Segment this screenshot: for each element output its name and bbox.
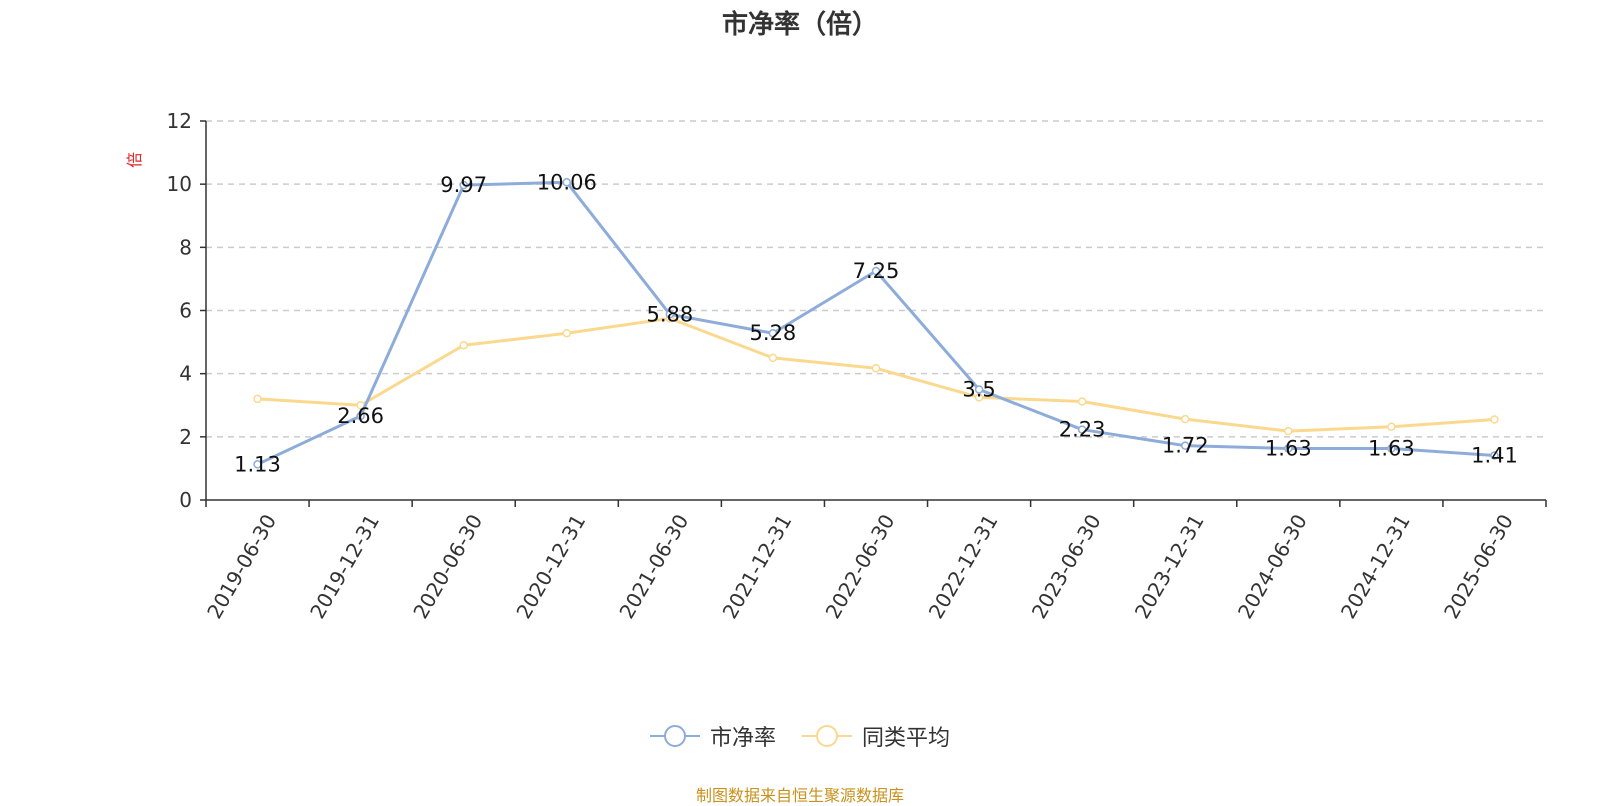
data-point[interactable]: [768, 353, 778, 363]
data-label: 1.63: [1265, 437, 1312, 461]
series-lines: [253, 178, 1499, 469]
x-tick-label: 2025-06-30: [1439, 510, 1518, 623]
data-point[interactable]: [871, 266, 881, 276]
legend-item-peer-average[interactable]: 同类平均: [802, 720, 950, 752]
data-point[interactable]: [253, 460, 262, 469]
x-tick-label: 2023-12-31: [1130, 510, 1209, 623]
data-label: 9.97: [440, 173, 487, 197]
data-label: 2.23: [1059, 418, 1106, 442]
y-tick-label: 8: [179, 235, 192, 259]
x-tick-label: 2020-06-30: [408, 510, 487, 623]
data-point[interactable]: [1284, 426, 1293, 436]
legend-label: 同类平均: [862, 726, 951, 751]
x-tick-label: 2019-06-30: [202, 510, 281, 623]
y-tick-label: 0: [179, 488, 192, 512]
data-point[interactable]: [871, 364, 881, 373]
data-point[interactable]: [1387, 422, 1396, 431]
y-tick-label: 6: [179, 299, 192, 323]
x-tick-label: 2021-12-31: [718, 510, 797, 623]
data-label: 3.5: [962, 377, 995, 401]
data-point[interactable]: [1490, 451, 1499, 460]
x-tick-label: 2023-06-30: [1027, 510, 1106, 623]
data-point[interactable]: [459, 180, 468, 190]
data-point[interactable]: [768, 328, 778, 338]
data-point[interactable]: [1180, 441, 1190, 450]
y-tick-label: 10: [167, 172, 192, 196]
y-tick-label: 12: [167, 109, 192, 133]
data-label: 5.28: [750, 321, 797, 345]
source-note: 制图数据来自恒生聚源数据库: [695, 786, 904, 805]
x-tick-label: 2022-12-31: [924, 510, 1003, 623]
data-label: 10.06: [537, 170, 597, 194]
grid-lines: [206, 120, 1546, 438]
legend-label: 市净率: [709, 726, 776, 751]
data-label: 1.41: [1471, 443, 1518, 467]
chart-title: 市净率（倍）: [721, 10, 878, 40]
legend-line-circle-icon: [802, 725, 852, 747]
x-tick-label: 2019-12-31: [305, 510, 384, 623]
legend-line-circle-icon: [649, 725, 700, 747]
x-tick-label: 2024-06-30: [1233, 510, 1312, 623]
data-point[interactable]: [665, 310, 675, 319]
x-tick-label: 2021-06-30: [614, 510, 693, 623]
data-point[interactable]: [974, 385, 984, 394]
data-point[interactable]: [974, 393, 984, 402]
data-point[interactable]: [253, 394, 262, 404]
data-label: 1.13: [234, 452, 281, 476]
y-tick-label: 2: [179, 425, 192, 449]
data-point[interactable]: [1077, 397, 1087, 406]
x-tick-label: 2022-06-30: [821, 510, 900, 623]
legend-item-pb[interactable]: 市净率: [649, 720, 776, 752]
data-label: 7.25: [853, 259, 900, 283]
y-axis-label: 倍: [125, 152, 144, 168]
series-line: [256, 180, 1495, 466]
y-tick-label: 4: [179, 362, 192, 386]
data-point[interactable]: [1490, 415, 1499, 424]
data-label: 5.88: [646, 302, 693, 326]
data-point[interactable]: [562, 178, 572, 187]
data-point[interactable]: [1180, 414, 1190, 424]
data-label: 1.63: [1368, 437, 1415, 461]
data-labels: 1.13 2.66 9.97 10.06 5.88 5.28 7.25 3.5 2.23 1.72…: [234, 170, 1518, 476]
legend: 市净率 同类平均: [0, 720, 1600, 752]
data-label: 2.66: [337, 404, 384, 428]
data-point[interactable]: [562, 328, 572, 338]
data-point[interactable]: [459, 340, 468, 350]
series-line: [257, 316, 1495, 433]
data-label: 1.72: [1162, 434, 1209, 458]
data-point[interactable]: [1077, 425, 1087, 434]
x-tick-label: 2024-12-31: [1336, 510, 1415, 623]
data-point[interactable]: [356, 411, 365, 421]
data-point[interactable]: [1284, 444, 1293, 453]
x-tick-label: 2020-12-31: [511, 510, 590, 623]
data-point[interactable]: [1387, 444, 1396, 453]
